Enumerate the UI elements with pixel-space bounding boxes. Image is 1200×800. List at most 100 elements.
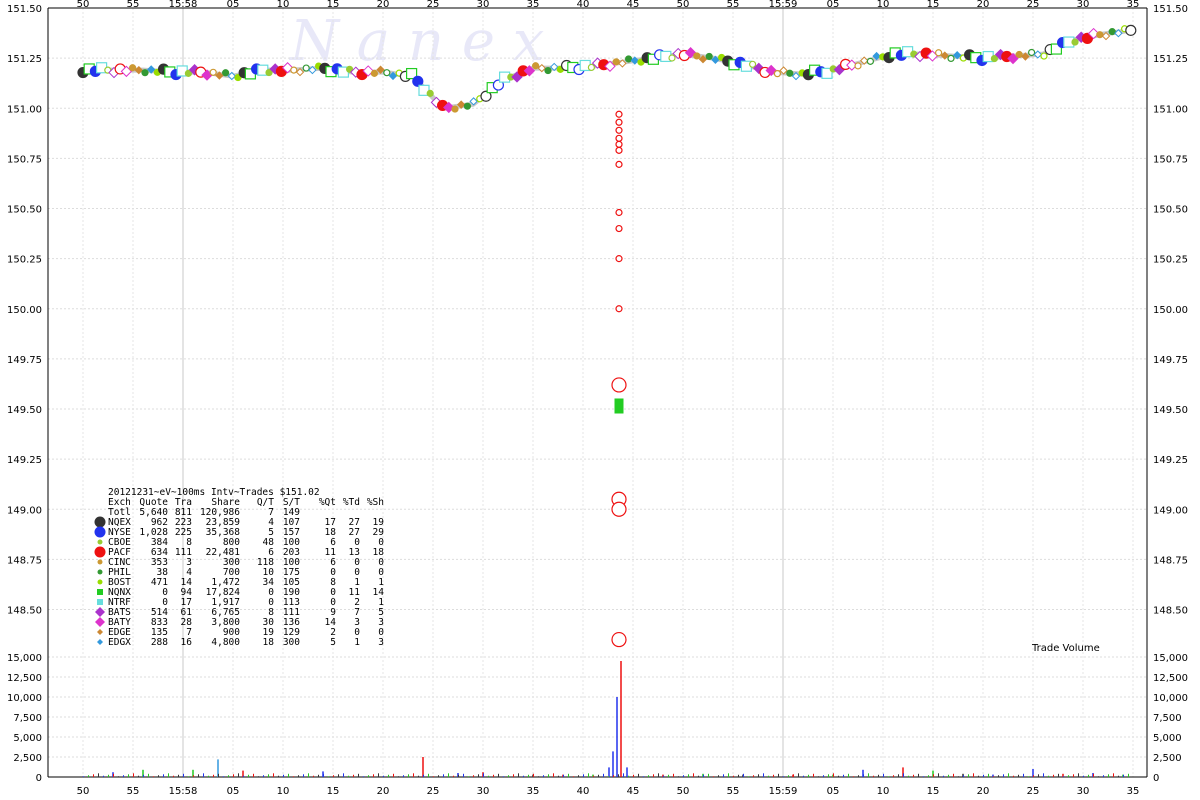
volume-bar bbox=[643, 776, 644, 777]
volume-bar bbox=[463, 773, 464, 777]
volume-bar bbox=[992, 774, 994, 777]
time-tick-label: 10 bbox=[277, 0, 290, 10]
stats-cell: 100 bbox=[283, 537, 300, 548]
trade-marker bbox=[1096, 31, 1104, 39]
price-tick-label: 151.50 bbox=[7, 4, 42, 15]
volume-bar bbox=[168, 773, 169, 777]
stats-cell: 0 bbox=[378, 537, 384, 548]
stats-cell: 136 bbox=[283, 617, 300, 628]
stats-column-header: Exch bbox=[108, 497, 131, 508]
time-tick-label: 35 bbox=[1127, 0, 1140, 10]
volume-bar bbox=[153, 776, 154, 777]
stats-cell: 0 bbox=[268, 587, 274, 598]
price-tick-label: 150.75 bbox=[1153, 154, 1188, 165]
volume-bar bbox=[688, 774, 689, 777]
stats-cell: 0 bbox=[354, 627, 360, 638]
stats-cell: EDGE bbox=[108, 627, 131, 638]
volume-tick-label: 15,000 bbox=[1153, 653, 1188, 664]
volume-bar bbox=[638, 773, 639, 777]
trade-marker bbox=[866, 57, 875, 65]
volume-tick-label: 10,000 bbox=[7, 693, 42, 704]
volume-bar bbox=[438, 775, 439, 777]
legend-symbol bbox=[97, 559, 103, 565]
stats-cell: 61 bbox=[181, 607, 193, 618]
time-tick-label: 50 bbox=[77, 786, 90, 797]
volume-bar bbox=[383, 775, 384, 777]
trade-marker bbox=[711, 55, 720, 65]
stats-cell: 34 bbox=[263, 577, 275, 588]
time-tick-label: 15:58 bbox=[169, 0, 198, 10]
trade-marker bbox=[630, 56, 640, 65]
stats-cell: 19 bbox=[373, 517, 385, 528]
stats-cell: 900 bbox=[223, 627, 240, 638]
volume-bar bbox=[848, 773, 849, 777]
trade-marker bbox=[1081, 32, 1094, 44]
stats-cell: 225 bbox=[175, 527, 192, 538]
stats-cell: NQEX bbox=[108, 517, 131, 528]
price-tick-label: 150.50 bbox=[1153, 205, 1188, 216]
stats-cell: 223 bbox=[175, 517, 192, 528]
trade-marker bbox=[1040, 52, 1048, 60]
volume-bar bbox=[303, 774, 304, 777]
volume-bar bbox=[193, 775, 194, 777]
volume-bar bbox=[217, 759, 219, 777]
time-tick-label: 35 bbox=[527, 786, 540, 797]
volume-bar bbox=[358, 773, 359, 777]
trade-marker bbox=[184, 69, 192, 77]
volume-bar bbox=[142, 769, 144, 777]
stats-cell: 118 bbox=[257, 557, 274, 568]
stats-cell: 27 bbox=[349, 527, 360, 538]
volume-bar bbox=[388, 774, 389, 777]
dip-trade-marker bbox=[611, 377, 627, 393]
stats-cell: 0 bbox=[330, 587, 336, 598]
stats-cell: 3 bbox=[354, 617, 360, 628]
time-tick-label: 05 bbox=[827, 0, 840, 10]
legend-symbol bbox=[97, 639, 103, 645]
volume-bar bbox=[633, 774, 634, 777]
trade-marker bbox=[383, 69, 391, 77]
volume-bar bbox=[93, 774, 94, 777]
volume-bar bbox=[838, 775, 839, 777]
volume-bar bbox=[723, 774, 724, 777]
volume-bar bbox=[1043, 773, 1044, 777]
volume-bar bbox=[1033, 775, 1034, 777]
stats-cell: NQNX bbox=[108, 587, 131, 598]
volume-tick-label: 5,000 bbox=[13, 733, 42, 744]
time-tick-label: 05 bbox=[227, 0, 240, 10]
volume-bar bbox=[908, 775, 909, 777]
volume-bar bbox=[620, 661, 622, 777]
volume-axis-label: Trade Volume bbox=[1031, 643, 1100, 654]
stats-column-header: %Qt bbox=[319, 497, 336, 508]
stats-cell: 157 bbox=[283, 527, 300, 538]
trade-marker bbox=[693, 52, 701, 60]
volume-bar bbox=[148, 773, 149, 777]
volume-bar bbox=[613, 775, 614, 777]
time-tick-label: 55 bbox=[727, 786, 740, 797]
dip-trade-marker bbox=[615, 255, 623, 263]
time-tick-label: 10 bbox=[877, 0, 890, 10]
trade-marker bbox=[469, 97, 478, 106]
time-tick-label: 50 bbox=[677, 786, 690, 797]
stats-cell: 3 bbox=[378, 637, 384, 648]
volume-bar bbox=[298, 775, 299, 777]
volume-bar bbox=[678, 776, 679, 777]
price-tick-label: 148.75 bbox=[1153, 555, 1188, 566]
stats-cell: 811 bbox=[175, 507, 192, 518]
volume-bar bbox=[188, 776, 189, 777]
volume-bar bbox=[548, 774, 549, 777]
legend-symbol bbox=[94, 526, 106, 538]
stats-cell: NYSE bbox=[108, 527, 131, 538]
trade-marker bbox=[1071, 38, 1079, 46]
volume-bar bbox=[608, 776, 609, 777]
price-tick-label: 150.50 bbox=[7, 205, 42, 216]
volume-bar bbox=[663, 775, 664, 777]
stats-cell: 1,472 bbox=[211, 577, 240, 588]
volume-bar bbox=[943, 775, 944, 777]
volume-bar bbox=[968, 774, 969, 777]
volume-bar bbox=[313, 775, 314, 777]
stats-column-header: S/T bbox=[283, 497, 300, 508]
volume-bar bbox=[198, 774, 199, 777]
volume-bar bbox=[653, 774, 654, 777]
stats-cell: 111 bbox=[283, 607, 300, 618]
stats-cell: 94 bbox=[181, 587, 193, 598]
